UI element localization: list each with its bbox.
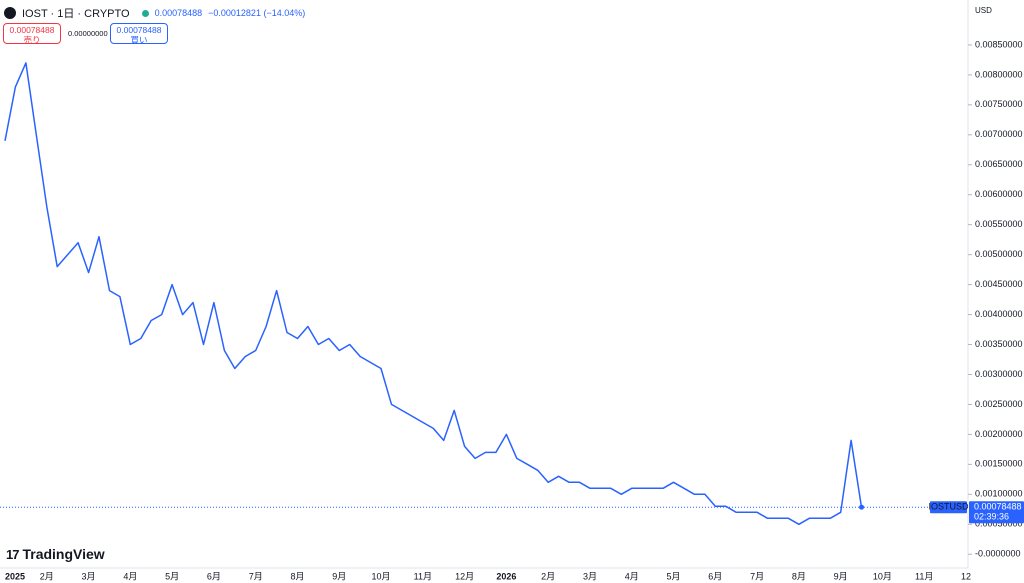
y-tick-label: 0.00200000 [975, 429, 1023, 439]
symbol-tag [930, 501, 967, 514]
symbol: IOST · 1日 · CRYPTO [22, 8, 130, 20]
last-point [859, 504, 865, 510]
x-tick-label: 9月 [834, 571, 848, 581]
x-tick-label: 4月 [123, 571, 137, 581]
price-line [4, 62, 863, 526]
y-tick-label: 0.00100000 [975, 489, 1023, 499]
symbol-tag-label: IOSTUSD [928, 502, 969, 512]
buy-price: 0.00078488 [116, 25, 162, 35]
x-tick-label: 2025 [5, 571, 25, 581]
symbol-header: IOST · 1日 · CRYPTO 0.00078488 −0.0001282… [4, 5, 305, 21]
y-tick-label: 0.00800000 [975, 69, 1023, 79]
x-tick-label: 7月 [750, 571, 764, 581]
currency[interactable]: USD [975, 6, 992, 15]
y-tick-label: 0.00050000 [975, 519, 1023, 529]
x-tick-label: 8月 [792, 571, 806, 581]
x-tick-label: 10月 [372, 571, 391, 581]
market-status [141, 9, 149, 17]
y-tick-label: 0.00650000 [975, 159, 1023, 169]
buy-label: 買い [130, 35, 148, 45]
buy-button[interactable]: 0.00078488 買い [110, 23, 168, 45]
x-tick-label: 12 [961, 571, 971, 581]
x-tick-label: 2月 [541, 571, 555, 581]
x-tick-label: 5月 [667, 571, 681, 581]
y-tick-label: 0.00850000 [975, 39, 1023, 49]
x-tick-label: 7月 [249, 571, 263, 581]
x-tick-label: 11月 [915, 571, 933, 581]
sell-label: 売り [23, 35, 41, 45]
spread: 0.00000000 [68, 29, 108, 38]
brand: TradingView [22, 546, 105, 562]
x-tick-label: 2月 [40, 571, 54, 581]
y-tick-label: 0.00400000 [975, 309, 1023, 319]
y-tick-label: 0.00450000 [975, 279, 1023, 289]
x-tick-label: 4月 [625, 571, 639, 581]
y-tick-label: 0.00750000 [975, 99, 1023, 109]
sell-button[interactable]: 0.00078488 売り [3, 23, 61, 45]
price-tag-label: 0.00078488 [974, 502, 1022, 512]
x-tick-label: 12月 [455, 571, 474, 581]
x-tick-label: 2026 [496, 571, 516, 581]
price-change: −0.00012821 (−14.04%) [208, 8, 306, 18]
y-tick-label: 0.00600000 [975, 189, 1023, 199]
x-tick-label: 6月 [708, 571, 722, 581]
sell-price: 0.00078488 [9, 25, 55, 35]
y-tick-label: 0.00500000 [975, 249, 1023, 259]
y-tick-label: 0.00550000 [975, 219, 1023, 229]
x-tick-label: 9月 [332, 571, 346, 581]
x-tick-label: 6月 [207, 571, 221, 581]
y-tick-label: 0.00150000 [975, 459, 1023, 469]
x-tick-label: 11月 [414, 571, 432, 581]
y-tick-label: 0.00300000 [975, 369, 1023, 379]
y-tick-label: 0.00350000 [975, 339, 1023, 349]
x-tick-label: 3月 [583, 571, 597, 581]
y-tick-label: 0.00250000 [975, 399, 1023, 409]
countdown: 02:39:36 [974, 512, 1009, 522]
price-tag [969, 501, 1024, 524]
x-tick-label: 5月 [165, 571, 179, 581]
y-tick-label: -0.0000000 [975, 549, 1021, 559]
y-tick-label: 0.00700000 [975, 129, 1023, 139]
x-tick-label: 3月 [82, 571, 96, 581]
last-price: 0.00078488 [154, 8, 203, 18]
logo: 17 TradingView [6, 546, 105, 562]
x-tick-label: 10月 [873, 571, 892, 581]
x-tick-label: 8月 [290, 571, 304, 581]
symbol-icon [4, 7, 16, 19]
